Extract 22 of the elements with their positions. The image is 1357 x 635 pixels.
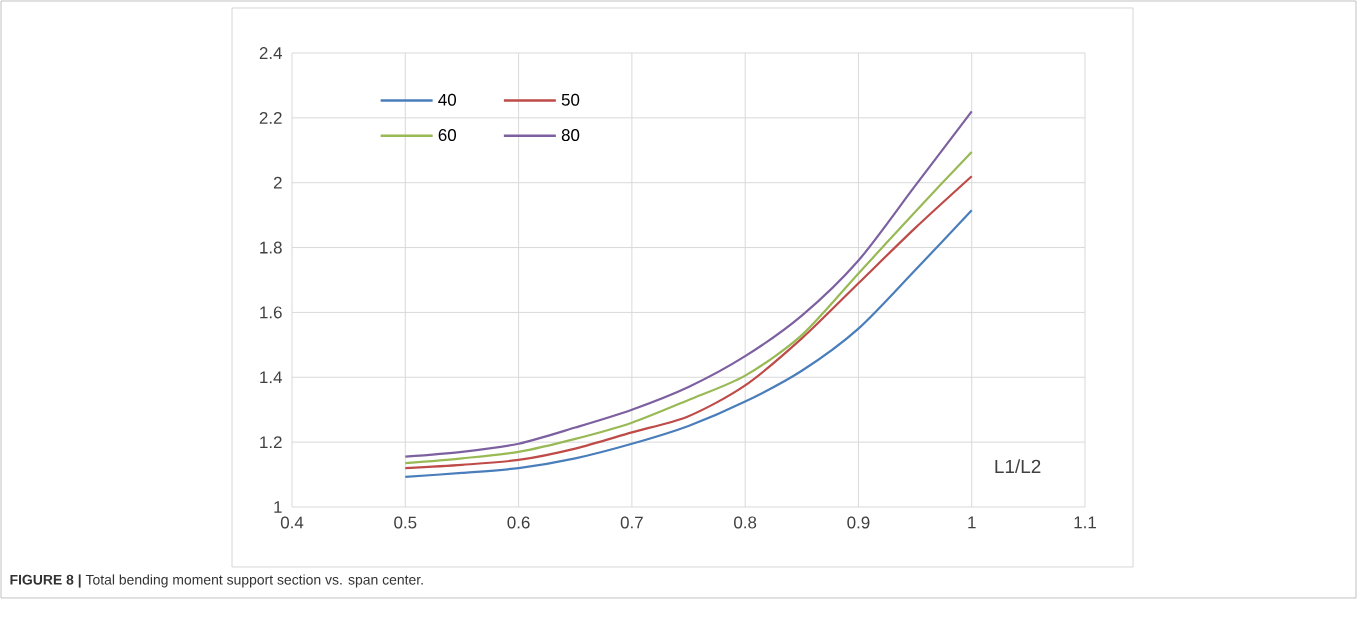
x-tick-label: 1 (968, 516, 976, 529)
legend-label: 40 (438, 93, 457, 106)
x-tick-label: 0.9 (847, 516, 870, 529)
x-tick-label: 1.1 (1074, 516, 1096, 529)
y-tick-label: 1.2 (260, 436, 282, 449)
y-tick-label: 1.4 (260, 371, 282, 384)
x-tick-label: 0.4 (280, 516, 304, 529)
x-tick-label: 0.6 (507, 516, 530, 529)
legend-label: 80 (561, 129, 580, 142)
x-axis-title: L1/L2 (995, 459, 1041, 474)
legend-label: 60 (438, 129, 457, 142)
y-tick-label: 1.8 (260, 241, 282, 254)
legend-label: 50 (561, 93, 580, 106)
x-tick-label: 0.7 (620, 516, 643, 529)
x-tick-label: 0.8 (734, 516, 757, 529)
y-tick-label: 2 (273, 176, 282, 189)
y-tick-label: 2.4 (259, 47, 282, 59)
y-tick-label: 2.2 (259, 111, 282, 124)
text: FIGURE 8 | Total bending moment support section vs. span center. (10, 574, 423, 588)
x-tick-label: 0.5 (394, 516, 417, 529)
y-tick-label: 1.6 (260, 306, 282, 319)
y-tick-label: 1 (274, 501, 282, 513)
